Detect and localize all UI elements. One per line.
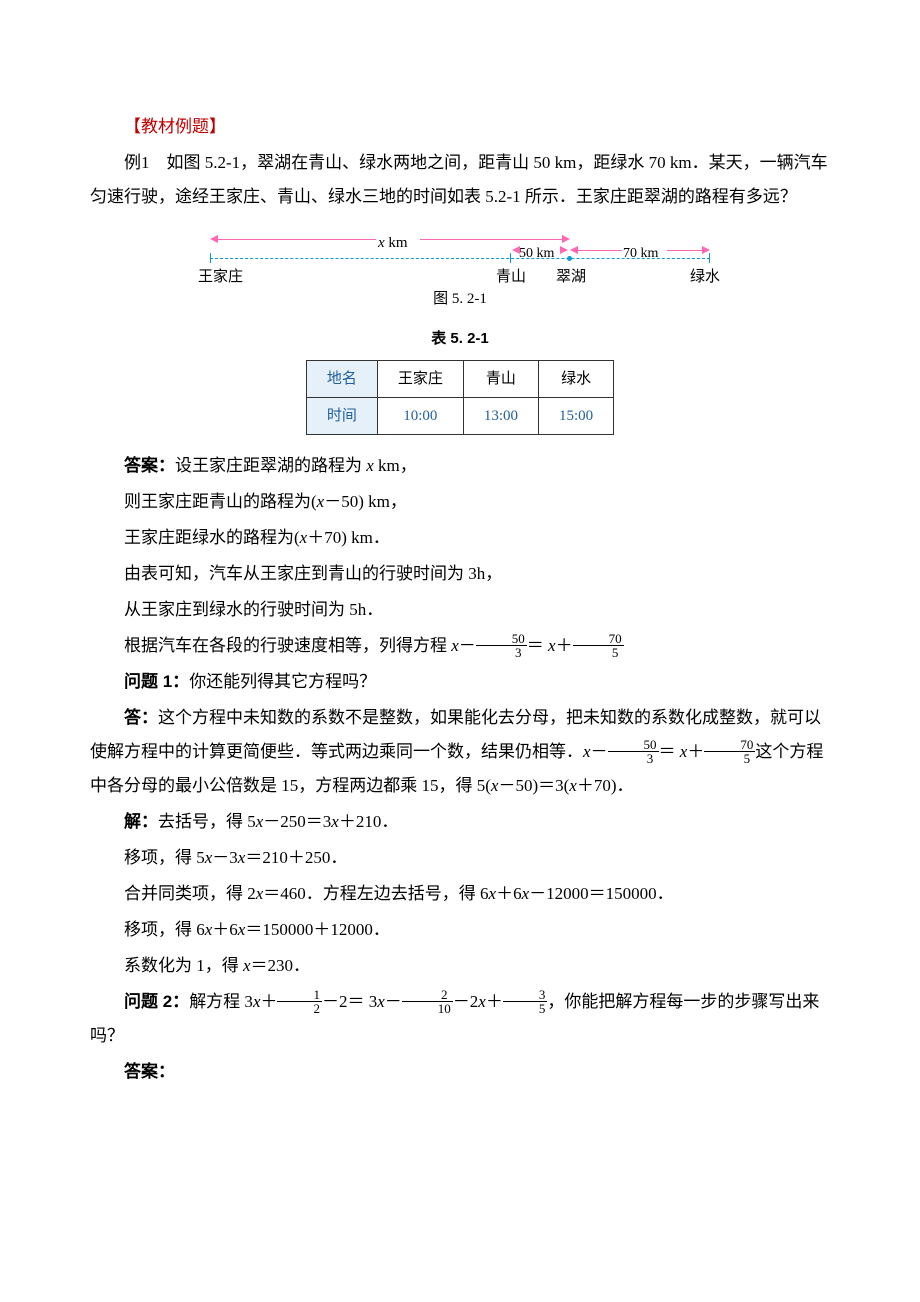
var-x: x bbox=[378, 235, 385, 251]
row-label: 时间 bbox=[306, 398, 377, 435]
time-2: 15:00 bbox=[539, 398, 614, 435]
table-header-row: 地名 王家庄 青山 绿水 bbox=[306, 361, 613, 398]
diagram-caption: 图 5. 2-1 bbox=[210, 284, 710, 314]
d70-arrow-r bbox=[702, 246, 710, 254]
table-caption: 表 5. 2-1 bbox=[90, 324, 830, 354]
d70-r bbox=[667, 250, 702, 251]
answer-q1: 答：这个方程中未知数的系数不是整数，如果能化去分母，把未知数的系数化成整数，就可… bbox=[90, 701, 830, 803]
col-0: 王家庄 bbox=[377, 361, 463, 398]
header-text: 【教材例题】 bbox=[124, 117, 226, 136]
q2-label: 问题 2： bbox=[124, 992, 189, 1011]
d70-l bbox=[578, 250, 622, 251]
d70-arrow-l bbox=[570, 246, 578, 254]
time-1: 13:00 bbox=[463, 398, 538, 435]
solve-line-5: 系数化为 1，得 x＝230． bbox=[90, 949, 830, 983]
d50-arrow-r bbox=[560, 246, 568, 254]
x-arrow-r bbox=[562, 235, 570, 243]
answer-line-3: 王家庄距绿水的路程为(x＋70) km． bbox=[90, 521, 830, 555]
final-answer-label: 答案： bbox=[90, 1055, 830, 1089]
question-1: 问题 1：你还能列得其它方程吗？ bbox=[90, 665, 830, 699]
place-ch: 翠湖 bbox=[556, 262, 586, 292]
solve-line-2: 移项，得 5x－3x＝210＋250． bbox=[90, 841, 830, 875]
solve-line-4: 移项，得 6x＋6x＝150000＋12000． bbox=[90, 913, 830, 947]
col-1: 青山 bbox=[463, 361, 538, 398]
table-time-row: 时间 10:00 13:00 15:00 bbox=[306, 398, 613, 435]
answer-line-6: 根据汽车在各段的行驶速度相等，列得方程 x－503＝ x＋705 bbox=[90, 629, 830, 663]
frac-50-3: 503 bbox=[476, 632, 527, 659]
frac-70-5: 705 bbox=[573, 632, 624, 659]
answer-line-1: 答案：设王家庄距翠湖的路程为 x km， bbox=[90, 449, 830, 483]
solve-line-3: 合并同类项，得 2x＝460．方程左边去括号，得 6x＋6x－12000＝150… bbox=[90, 877, 830, 911]
answer-line-5: 从王家庄到绿水的行驶时间为 5h． bbox=[90, 593, 830, 627]
section-header: 【教材例题】 bbox=[90, 110, 830, 144]
answer-line-2: 则王家庄距青山的路程为(x－50) km， bbox=[90, 485, 830, 519]
answer-label: 答案： bbox=[124, 456, 175, 475]
diagram-wrap: x x kmkm 50 km 70 km 王家庄 青山 翠湖 绿水 图 5. 2… bbox=[210, 224, 710, 314]
x-label: x x kmkm bbox=[378, 228, 408, 258]
xline-l bbox=[218, 239, 376, 240]
q1-label: 问题 1： bbox=[124, 672, 189, 691]
solve-label: 解： bbox=[124, 812, 158, 831]
place-wjz: 王家庄 bbox=[198, 262, 243, 292]
diagram: x x kmkm 50 km 70 km 王家庄 青山 翠湖 绿水 bbox=[210, 224, 710, 280]
example-label: 例1 bbox=[124, 153, 150, 172]
answer-label-2: 答： bbox=[124, 708, 158, 727]
dot-ch bbox=[567, 256, 572, 261]
head-label: 地名 bbox=[306, 361, 377, 398]
place-qs: 青山 bbox=[496, 262, 526, 292]
example-text: 如图 5.2-1，翠湖在青山、绿水两地之间，距青山 50 km，距绿水 70 k… bbox=[90, 153, 828, 206]
answer-line-4: 由表可知，汽车从王家庄到青山的行驶时间为 3h， bbox=[90, 557, 830, 591]
solve-line-1: 解：去括号，得 5x－250＝3x＋210． bbox=[90, 805, 830, 839]
time-0: 10:00 bbox=[377, 398, 463, 435]
question-2: 问题 2：解方程 3x＋12－2＝ 3x－210－2x＋35，你能把解方程每一步… bbox=[90, 985, 830, 1053]
col-2: 绿水 bbox=[539, 361, 614, 398]
x-arrow-l bbox=[210, 235, 218, 243]
time-table: 地名 王家庄 青山 绿水 时间 10:00 13:00 15:00 bbox=[306, 360, 614, 435]
place-ls: 绿水 bbox=[690, 262, 720, 292]
example-1: 例1 如图 5.2-1，翠湖在青山、绿水两地之间，距青山 50 km，距绿水 7… bbox=[90, 146, 830, 214]
d70-label: 70 km bbox=[623, 240, 658, 268]
